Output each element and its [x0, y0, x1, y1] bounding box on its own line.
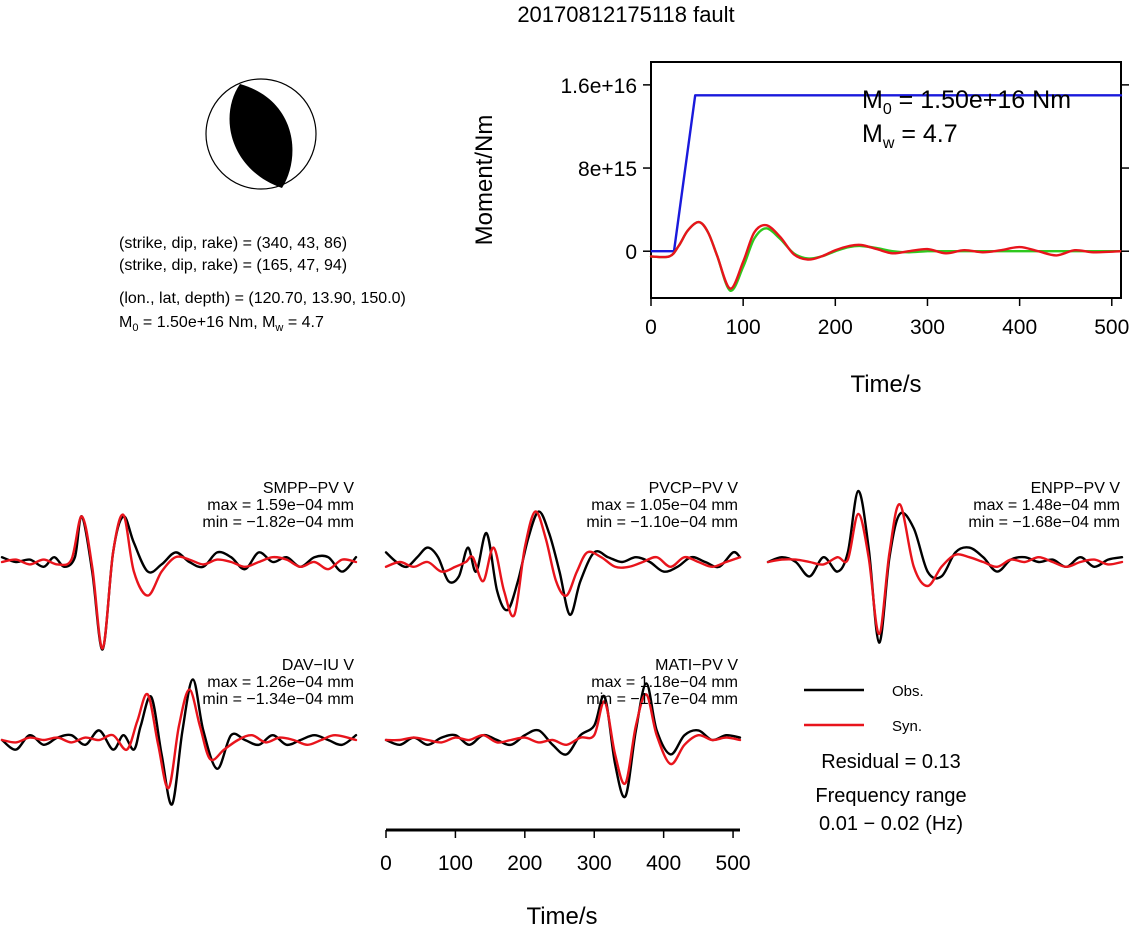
moment-x-tick-label: 400 [1002, 316, 1037, 339]
synthetic-waveform [766, 503, 1124, 636]
m0-annot-value: = 1.50e+16 Nm [892, 86, 1071, 114]
observed-waveform [0, 515, 358, 651]
frequency-range-value: 0.01 − 0.02 (Hz) [819, 813, 963, 835]
station-min: min = −1.34e−04 mm [202, 691, 354, 708]
m0-annot-sub: 0 [883, 101, 892, 118]
synthetic-waveform [0, 688, 358, 790]
moment-x-tick-label: 300 [910, 316, 945, 339]
moment-x-tick-label: 500 [1094, 316, 1129, 339]
residual: Residual = 0.13 [821, 751, 961, 773]
waveform-x-tick-label: 300 [577, 852, 612, 875]
moment-x-tick-label: 0 [645, 316, 657, 339]
mechanism-info: (strike, dip, rake) = (340, 43, 86) (str… [119, 235, 406, 334]
frequency-range-label: Frequency range [815, 785, 966, 807]
hypocenter: (lon., lat, depth) = (120.70, 13.90, 150… [119, 290, 406, 307]
moment-x-tick-label: 100 [726, 316, 761, 339]
waveform-x-tick-label: 500 [716, 852, 751, 875]
figure-title: 20170812175118 fault [517, 2, 734, 27]
observed-waveform [0, 678, 358, 806]
station-name: SMPP−PV V [263, 480, 354, 497]
m0-annotation: M0 = 1.50e+16 Nm [862, 86, 1071, 118]
mw-annot-base: M [862, 120, 883, 148]
m0-letter: M [119, 314, 132, 331]
legend: Obs. Syn. Residual = 0.13 Frequency rang… [804, 683, 967, 835]
nodal-plane-1: (strike, dip, rake) = (340, 43, 86) [119, 235, 347, 252]
waveform-x-tick-label: 0 [380, 852, 392, 875]
station-name: ENPP−PV V [1031, 480, 1121, 497]
station-name: MATI−PV V [655, 657, 738, 674]
moment-y-axis: 0 8e+15 1.6e+16 [561, 75, 1129, 264]
waveform-x-tick-label: 400 [646, 852, 681, 875]
station-max: max = 1.18e−04 mm [591, 674, 738, 691]
moment-x-tick-label: 200 [818, 316, 853, 339]
waveform-x-tick-label: 200 [507, 852, 542, 875]
moment-magnitude-line: M0 = 1.50e+16 Nm, Mw = 4.7 [119, 314, 324, 334]
waveform-x-axis: 0 100 200 300 400 500 [380, 828, 751, 875]
waveform-x-tick-label: 100 [438, 852, 473, 875]
moment-plot-frame [650, 61, 1122, 299]
observed-waveform [384, 510, 742, 617]
source-function-red-line [649, 220, 1123, 290]
moment-value: = 1.50e+16 Nm, M [138, 314, 275, 331]
mw-annot-value: = 4.7 [894, 120, 957, 148]
moment-y-tick-label: 8e+15 [578, 158, 637, 181]
moment-series [649, 94, 1123, 292]
cumulative-moment-line [649, 94, 1123, 253]
station-max: max = 1.48e−04 mm [973, 497, 1120, 514]
mw-annotation: Mw = 4.7 [862, 120, 958, 152]
station-min: min = −1.17e−04 mm [586, 691, 738, 708]
m0-sub: 0 [132, 322, 138, 334]
nodal-plane-2: (strike, dip, rake) = (165, 47, 94) [119, 257, 347, 274]
station-min: min = −1.82e−04 mm [202, 514, 354, 531]
observed-waveform [766, 489, 1124, 644]
beachball-compression [229, 84, 293, 188]
station-name: PVCP−PV V [649, 480, 739, 497]
moment-x-axis: 0 100 200 300 400 500 [645, 298, 1129, 339]
legend-syn-label: Syn. [892, 718, 922, 735]
waveform-x-label: Time/s [526, 903, 597, 927]
moment-y-label: Moment/Nm [471, 115, 498, 246]
observed-waveform [384, 682, 742, 799]
station-max: max = 1.26e−04 mm [207, 674, 354, 691]
mw-annot-sub: w [882, 135, 895, 152]
moment-x-label: Time/s [850, 371, 921, 398]
station-min: min = −1.68e−04 mm [968, 514, 1120, 531]
station-name: DAV−IU V [282, 657, 355, 674]
m0-annot-base: M [862, 86, 883, 114]
source-function-green-line [649, 220, 1123, 292]
station-max: max = 1.59e−04 mm [207, 497, 354, 514]
mw-sub: w [274, 322, 283, 334]
beachball [205, 78, 317, 190]
mw-value: = 4.7 [283, 314, 324, 331]
legend-obs-label: Obs. [892, 683, 924, 700]
synthetic-waveform [384, 693, 742, 786]
station-min: min = −1.10e−04 mm [586, 514, 738, 531]
moment-y-tick-label: 1.6e+16 [561, 75, 638, 98]
moment-y-tick-label: 0 [625, 241, 637, 264]
station-max: max = 1.05e−04 mm [591, 497, 738, 514]
moment-panel: 0 100 200 300 400 500 0 8e+15 1.6e+16 Time/s Mo… [471, 61, 1129, 398]
synthetic-waveform [0, 513, 358, 650]
synthetic-waveform [384, 510, 742, 618]
